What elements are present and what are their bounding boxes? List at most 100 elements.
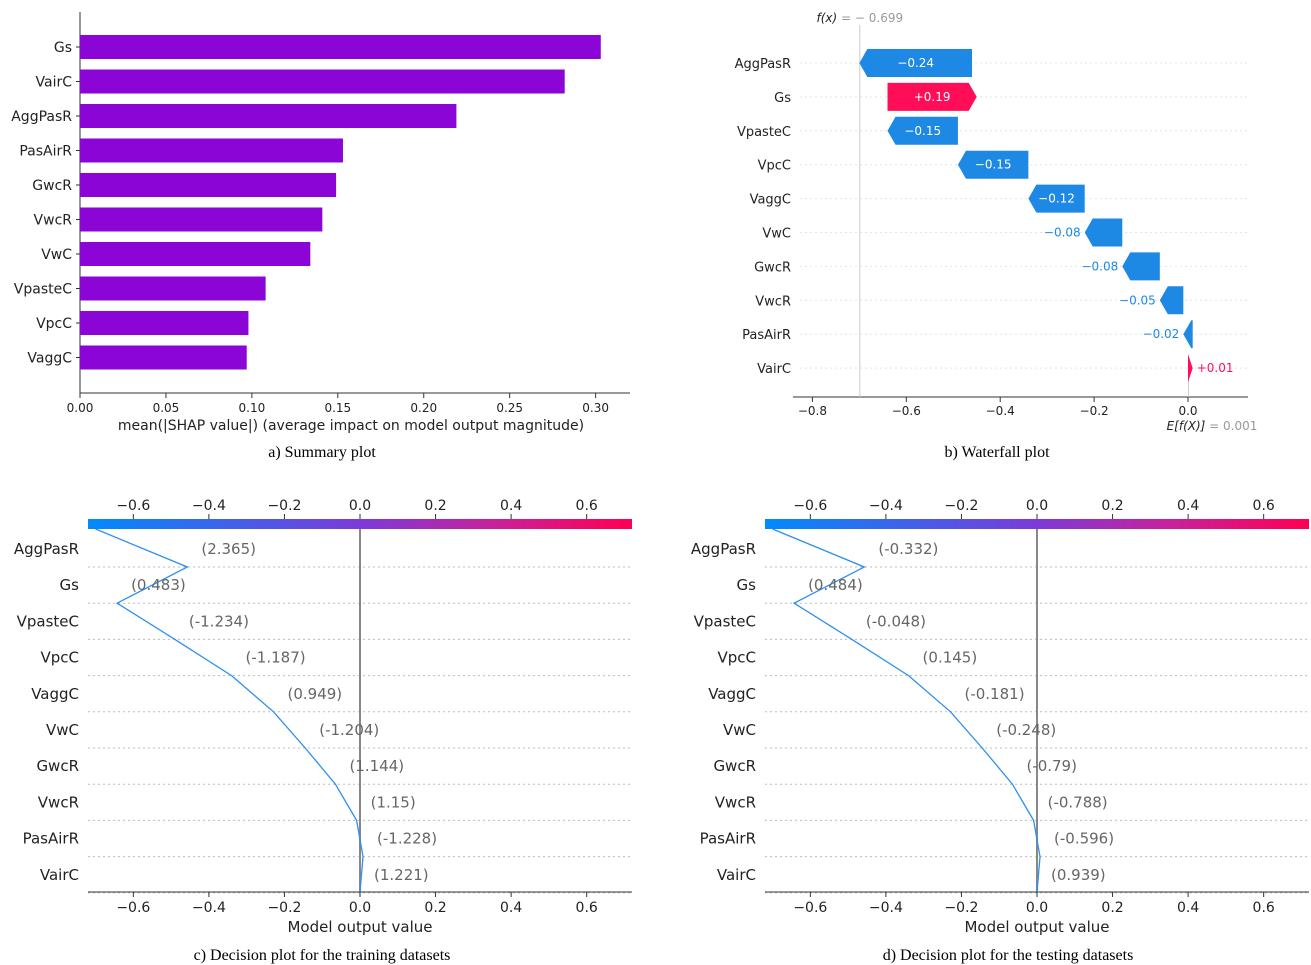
y-tick-label-VwcR: VwcR — [34, 213, 73, 229]
x-tick-label: −0.2 — [267, 900, 301, 916]
x-tick-label: 0.0 — [349, 900, 371, 916]
y-tick-label-VpasteC: VpasteC — [17, 612, 79, 630]
value-label-Gs: +0.19 — [914, 90, 951, 104]
feature-value-label-VwC: (-1.204) — [319, 721, 379, 739]
bar-VwcR — [80, 207, 323, 232]
waterfall-bar-PasAirR — [1183, 320, 1193, 349]
y-tick-label-AggPasR: AggPasR — [735, 57, 791, 72]
x-tick-label: 0.25 — [496, 401, 523, 415]
x-tick-label: −0.6 — [116, 900, 150, 916]
y-tick-label-VwC: VwC — [723, 721, 756, 739]
colorbar-tick-label: 0.6 — [576, 498, 598, 514]
feature-value-label-VwC: (-0.248) — [996, 721, 1056, 739]
bar-VairC — [80, 69, 565, 94]
waterfall-plot: −0.8 −0.6 −0.4 −0.2 0.0 f(x) = − 0.699 E[f(X)]… — [735, 11, 1258, 433]
y-tick-label-GwcR: GwcR — [32, 178, 72, 194]
caption-summary-plot: a) Summary plot — [268, 444, 376, 461]
y-tick-label-GwcR: GwcR — [754, 260, 791, 275]
x-tick-label: 0.00 — [67, 401, 94, 415]
colorbar — [765, 519, 1309, 529]
y-tick-label-VaggC: VaggC — [31, 685, 79, 703]
y-tick-label-VpasteC: VpasteC — [14, 282, 72, 298]
fx-label: f(x) = − 0.699 — [817, 11, 904, 25]
y-tick-label-Gs: Gs — [737, 576, 757, 594]
bar-VpasteC — [80, 276, 266, 301]
x-tick-label: 0.30 — [582, 401, 609, 415]
colorbar-tick-label: −0.4 — [869, 498, 903, 514]
caption-decision-training: c) Decision plot for the training datase… — [194, 947, 451, 964]
y-tick-label-VwcR: VwcR — [755, 294, 791, 309]
y-tick-label-PasAirR: PasAirR — [23, 830, 79, 848]
colorbar — [88, 519, 632, 529]
value-label-GwcR: −0.08 — [1081, 259, 1118, 273]
feature-value-label-VwcR: (-0.788) — [1048, 793, 1108, 811]
bar-GwcR — [80, 173, 337, 197]
waterfall-bar-VaggC — [1028, 184, 1085, 213]
x-tick-label: −0.2 — [944, 900, 978, 916]
x-tick-label: 0.2 — [1101, 900, 1123, 916]
waterfall-bar-GwcR — [1122, 252, 1160, 281]
x-tick-label: 0.4 — [500, 900, 522, 916]
y-tick-label-VpasteC: VpasteC — [694, 612, 756, 630]
y-tick-label-VwC: VwC — [46, 721, 79, 739]
colorbar-tick-label: −0.6 — [116, 498, 150, 514]
x-tick-label: −0.4 — [986, 404, 1015, 418]
colorbar-tick-label: 0.0 — [349, 498, 371, 514]
value-label-VwC: −0.08 — [1044, 226, 1081, 240]
colorbar-tick-label: −0.4 — [192, 498, 226, 514]
y-tick-label-VpcC: VpcC — [758, 159, 791, 174]
y-tick-label-Gs: Gs — [54, 40, 72, 56]
bar-PasAirR — [80, 138, 343, 163]
decision-path — [772, 528, 1041, 893]
y-tick-label-VwC: VwC — [762, 227, 791, 242]
feature-value-label-Gs: (0.483) — [131, 576, 186, 594]
y-tick-label-PasAirR: PasAirR — [742, 328, 791, 343]
colorbar-tick-label: −0.2 — [944, 498, 978, 514]
feature-value-label-AggPasR: (2.365) — [201, 540, 256, 558]
y-tick-label-VairC: VairC — [717, 866, 756, 884]
colorbar-tick-label: −0.2 — [267, 498, 301, 514]
waterfall-bar-AggPasR — [859, 49, 973, 77]
y-tick-label-VpasteC: VpasteC — [737, 125, 791, 140]
y-tick-label-VaggC: VaggC — [708, 685, 756, 703]
x-tick-label: 0.0 — [1178, 404, 1197, 418]
colorbar-tick-label: 0.4 — [1177, 498, 1199, 514]
colorbar-tick-label: 0.2 — [424, 498, 446, 514]
value-label-VpcC: −0.15 — [975, 158, 1012, 172]
value-label-AggPasR: −0.24 — [897, 56, 934, 70]
value-label-VaggC: −0.12 — [1038, 192, 1075, 206]
feature-value-label-VpcC: (-1.187) — [246, 649, 306, 667]
waterfall-bar-VairC — [1188, 354, 1193, 383]
y-tick-label-AggPasR: AggPasR — [691, 540, 756, 558]
feature-value-label-VaggC: (0.949) — [287, 685, 342, 703]
summary-plot: Gs VairC AggPasR PasAirR GwcR VwcR VwC VpasteC V… — [11, 12, 630, 434]
y-tick-label-VpcC: VpcC — [40, 649, 79, 667]
decision-plot-training: −0.6 −0.4 −0.2 0.0 0.2 0.4 0.6 AggPasR Gs VpasteC… — [14, 498, 632, 936]
x-tick-label: 0.6 — [1253, 900, 1275, 916]
value-label-PasAirR: −0.02 — [1143, 327, 1180, 341]
bar-VwC — [80, 242, 311, 266]
y-tick-label-Gs: Gs — [774, 91, 791, 106]
x-tick-label: 0.0 — [1026, 900, 1048, 916]
feature-value-label-VairC: (1.221) — [374, 866, 429, 884]
x-axis-label: Model output value — [287, 918, 432, 936]
x-tick-label: 0.05 — [153, 401, 180, 415]
waterfall-bar-Gs — [887, 82, 977, 111]
y-tick-label-VaggC: VaggC — [27, 351, 72, 367]
y-tick-label-GwcR: GwcR — [36, 757, 79, 775]
y-tick-label-Gs: Gs — [60, 576, 80, 594]
y-tick-label-AggPasR: AggPasR — [14, 540, 79, 558]
bar-Gs — [80, 35, 601, 59]
caption-decision-testing: d) Decision plot for the testing dataset… — [883, 947, 1134, 964]
feature-value-label-VairC: (0.939) — [1051, 866, 1106, 884]
feature-value-label-VaggC: (-0.181) — [964, 685, 1024, 703]
feature-value-label-GwcR: (-0.79) — [1026, 757, 1077, 775]
value-label-VairC: +0.01 — [1197, 361, 1234, 375]
waterfall-bar-VwcR — [1159, 286, 1184, 315]
base-value-label: E[f(X)] = 0.001 — [1167, 419, 1258, 433]
colorbar-tick-label: 0.6 — [1253, 498, 1275, 514]
y-tick-label-VpcC: VpcC — [717, 649, 756, 667]
colorbar-tick-label: 0.2 — [1101, 498, 1123, 514]
x-tick-label: 0.6 — [576, 900, 598, 916]
feature-value-label-PasAirR: (-0.596) — [1054, 830, 1114, 848]
